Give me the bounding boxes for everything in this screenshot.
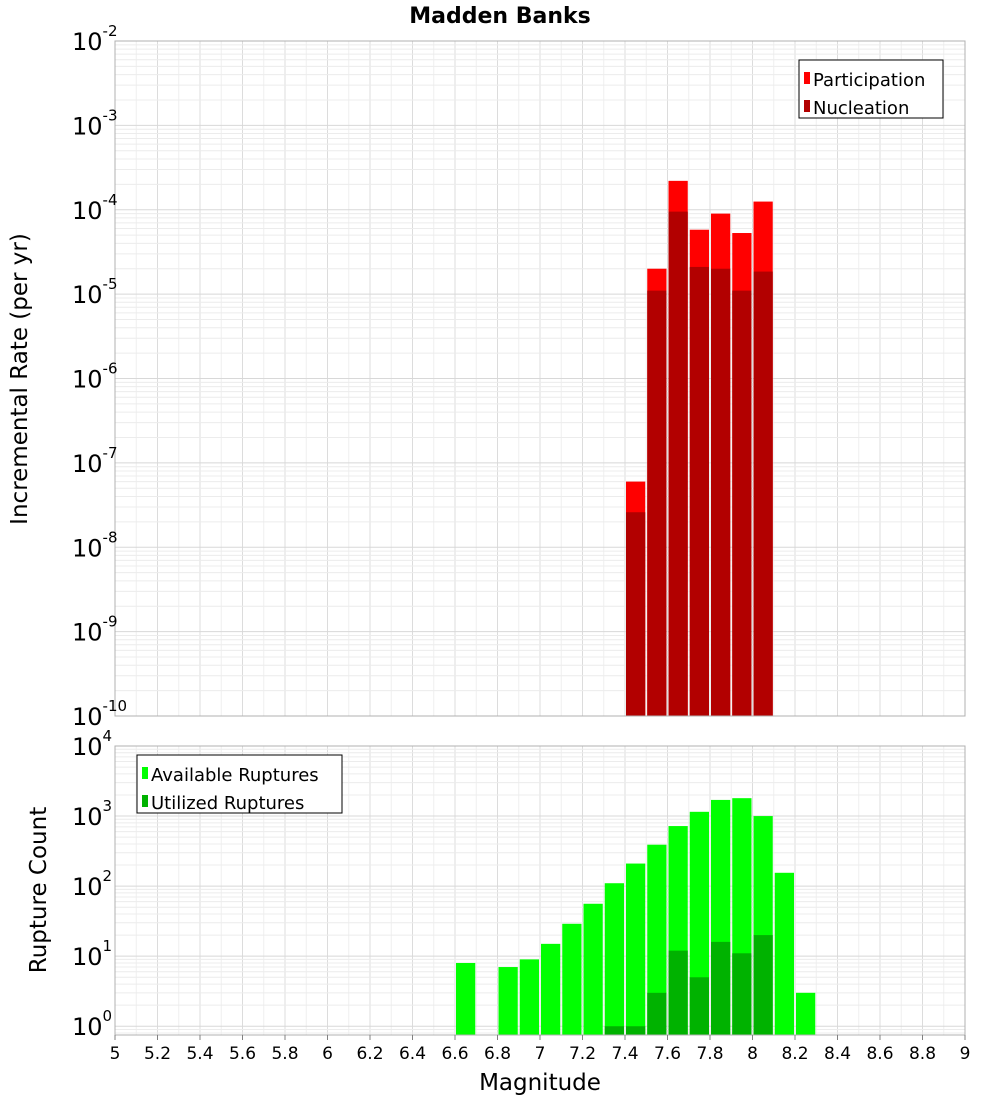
x-tick-label: 8.8 [909, 1044, 936, 1064]
count-legend-label: Available Ruptures [151, 765, 319, 786]
chart-title: Madden Banks [409, 4, 590, 29]
x-tick-label: 7.8 [696, 1044, 723, 1064]
x-tick-label: 8.2 [781, 1044, 808, 1064]
count-bar-series1 [647, 844, 667, 1035]
x-tick-label: 5.6 [229, 1044, 256, 1064]
rate-bar-series2 [668, 211, 688, 716]
count-y-tick-label: 104 [72, 727, 112, 761]
count-bar-series1 [519, 959, 539, 1035]
count-bar-series1 [583, 903, 603, 1035]
count-bar-series2 [753, 935, 773, 1035]
count-bar-series1 [456, 962, 476, 1035]
rate-plot-panel: 10-10 10-9 10-8 10-7 10-6 10-5 10-4 10-3 10-2 Par… [72, 22, 966, 731]
count-bar-series2 [711, 941, 731, 1035]
x-tick-label: 5 [110, 1044, 121, 1064]
count-grid [115, 746, 965, 1035]
rate-legend-box [798, 59, 944, 119]
rate-bar-series2 [689, 266, 709, 716]
x-axis-label: Magnitude [479, 1070, 601, 1096]
x-tick-label: 5.2 [144, 1044, 171, 1064]
count-bar-series2 [647, 992, 667, 1035]
count-bar-series1 [562, 923, 582, 1035]
rate-bar-series2 [626, 512, 646, 716]
rate-bar-series2 [753, 271, 773, 716]
x-tick-label: 6 [322, 1044, 333, 1064]
rate-legend-swatch [804, 100, 810, 112]
bottom-y-axis-label: Rupture Count [26, 807, 52, 973]
rate-y-tick-label: 10-4 [72, 191, 118, 225]
rate-bar-series2 [711, 268, 731, 716]
count-bar-series2 [668, 950, 688, 1035]
x-tick-label: 8.6 [866, 1044, 893, 1064]
count-bar-series1 [604, 883, 624, 1035]
count-bar-series2 [732, 953, 752, 1035]
rate-y-tick-label: 10-2 [72, 22, 118, 56]
count-bars [456, 798, 816, 1035]
rate-grid [115, 41, 965, 716]
rate-plot-border [114, 40, 966, 717]
count-bar-series1 [498, 967, 518, 1035]
x-tick-label: 5.4 [186, 1044, 213, 1064]
count-bar-series1 [774, 872, 794, 1035]
top-y-axis-label: Incremental Rate (per yr) [7, 233, 33, 525]
count-y-tick-label: 101 [72, 937, 112, 971]
x-tick-label: 6.4 [399, 1044, 426, 1064]
rate-bars [626, 180, 773, 717]
rate-y-tick-label: 10-9 [72, 613, 118, 647]
count-y-tick-label: 103 [72, 797, 112, 831]
rate-legend: Participation Nucleation [798, 59, 944, 119]
x-tick-label: 6.8 [484, 1044, 511, 1064]
x-tick-label: 6.6 [441, 1044, 468, 1064]
count-legend: Available Ruptures Utilized Ruptures [136, 754, 343, 814]
rate-legend-label: Nucleation [813, 98, 909, 119]
count-bar-series2 [626, 1026, 646, 1035]
rate-bar-series2 [732, 290, 752, 716]
rate-bar-series2 [647, 290, 667, 716]
x-tick-label: 5.8 [271, 1044, 298, 1064]
count-bar-series2 [604, 1026, 624, 1035]
x-tick-label: 7.6 [654, 1044, 681, 1064]
x-tick-label: 8 [747, 1044, 758, 1064]
count-legend-label: Utilized Ruptures [151, 793, 304, 814]
count-bar-series1 [796, 992, 816, 1035]
count-legend-box [136, 754, 343, 814]
count-y-tick-label: 100 [72, 1007, 112, 1041]
count-legend-swatch [142, 795, 148, 807]
rate-y-tick-label: 10-10 [72, 697, 127, 731]
x-tick-label: 8.4 [824, 1044, 851, 1064]
rate-y-tick-label: 10-5 [72, 275, 118, 309]
count-bar-series1 [541, 943, 561, 1035]
count-legend-swatch [142, 767, 148, 779]
count-bar-series2 [689, 977, 709, 1035]
rupture-count-plot-panel: 100 101 102 103 104 Available Ruptures Utilize… [72, 727, 970, 1064]
rate-legend-swatch [804, 72, 810, 84]
count-bar-series1 [626, 863, 646, 1035]
x-tick-label: 7.2 [569, 1044, 596, 1064]
x-tick-label: 7.4 [611, 1044, 638, 1064]
count-y-tick-label: 102 [72, 867, 112, 901]
rate-y-tick-label: 10-8 [72, 528, 118, 562]
rate-y-tick-label: 10-3 [72, 106, 118, 140]
rate-y-tick-label: 10-7 [72, 444, 118, 478]
rate-y-tick-label: 10-6 [72, 360, 118, 394]
x-tick-label: 6.2 [356, 1044, 383, 1064]
rate-legend-label: Participation [813, 70, 925, 91]
x-tick-label: 7 [535, 1044, 546, 1064]
x-tick-label: 9 [960, 1044, 971, 1064]
